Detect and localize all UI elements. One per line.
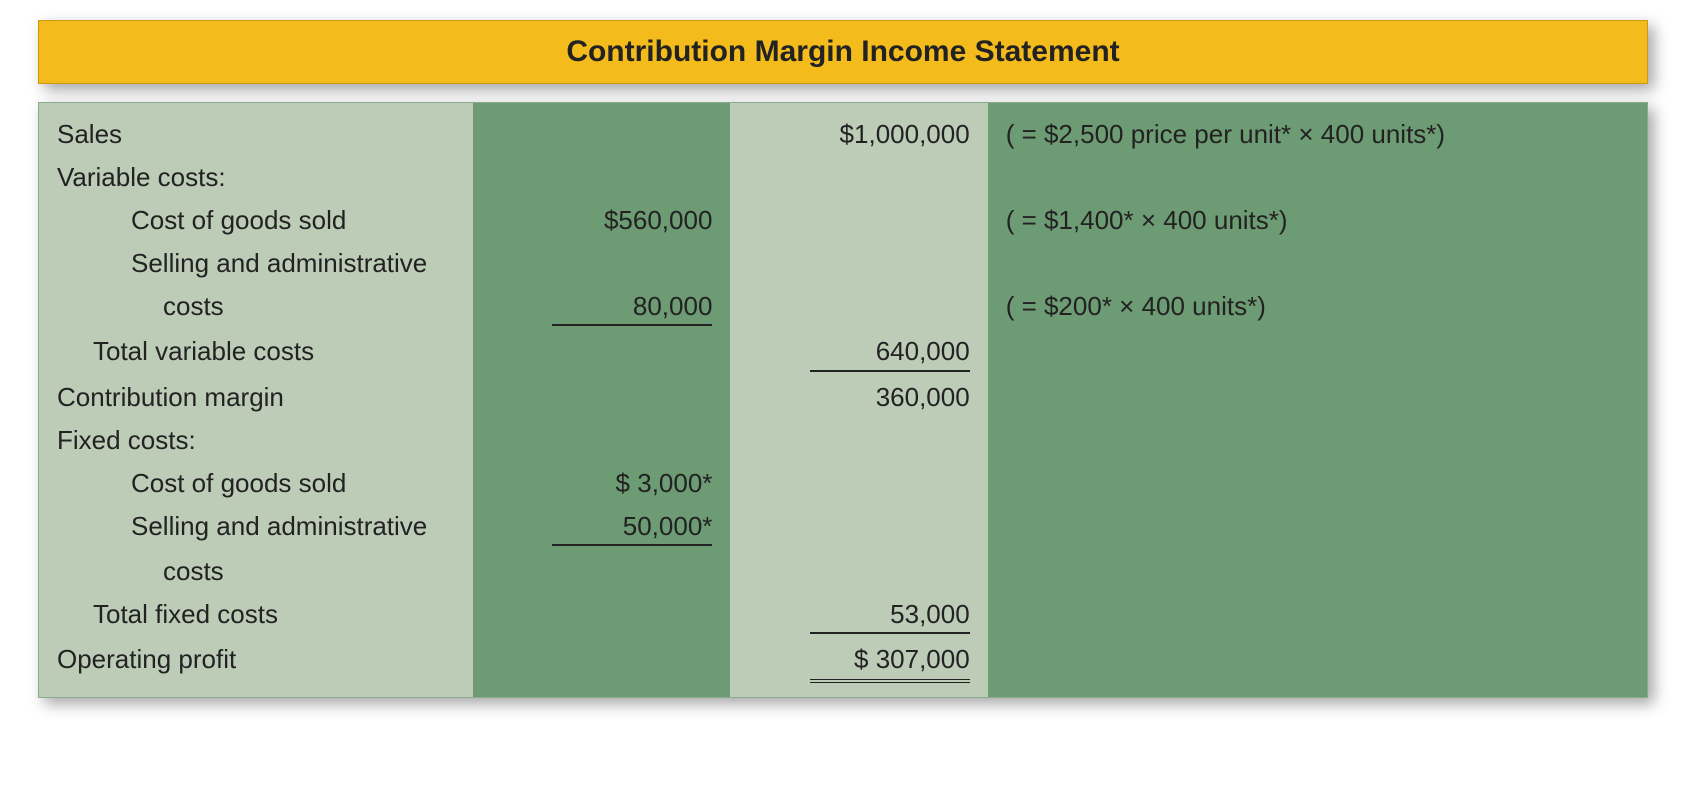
- row-col2: $ 3,000*: [473, 462, 730, 505]
- row-label: costs: [39, 550, 473, 593]
- table-row: Fixed costs:: [39, 419, 1647, 462]
- income-statement-table: Sales $1,000,000 ( = $2,500 price per un…: [39, 103, 1647, 697]
- row-label: Variable costs:: [39, 156, 473, 199]
- row-note: [988, 505, 1647, 550]
- table-row: Contribution margin 360,000: [39, 376, 1647, 419]
- row-col2: [473, 330, 730, 375]
- row-col2: 80,000: [473, 285, 730, 330]
- row-label: Selling and administrative: [39, 242, 473, 285]
- row-label: Contribution margin: [39, 376, 473, 419]
- row-col2: [473, 103, 730, 156]
- row-label: Sales: [39, 103, 473, 156]
- row-label: Cost of goods sold: [39, 199, 473, 242]
- row-col3: [730, 242, 987, 285]
- row-note: [988, 376, 1647, 419]
- row-col3: $1,000,000: [730, 103, 987, 156]
- table-row: Cost of goods sold $560,000 ( = $1,400* …: [39, 199, 1647, 242]
- row-col3: [730, 550, 987, 593]
- row-note: [988, 638, 1647, 697]
- row-col3: 640,000: [730, 330, 987, 375]
- table-row: Selling and administrative: [39, 242, 1647, 285]
- statement-table-wrap: Sales $1,000,000 ( = $2,500 price per un…: [38, 102, 1648, 698]
- header-title: Contribution Margin Income Statement: [566, 35, 1119, 68]
- row-col3: [730, 419, 987, 462]
- row-col2: 50,000*: [473, 505, 730, 550]
- table-row: Total fixed costs 53,000: [39, 593, 1647, 638]
- row-col2: $560,000: [473, 199, 730, 242]
- table-row: costs 80,000 ( = $200* × 400 units*): [39, 285, 1647, 330]
- table-row: Sales $1,000,000 ( = $2,500 price per un…: [39, 103, 1647, 156]
- row-note: ( = $2,500 price per unit* × 400 units*): [988, 103, 1647, 156]
- row-label: costs: [39, 285, 473, 330]
- row-col3: [730, 462, 987, 505]
- row-col3: 53,000: [730, 593, 987, 638]
- row-col2: [473, 638, 730, 697]
- row-col3: [730, 156, 987, 199]
- row-col2: [473, 376, 730, 419]
- row-note: ( = $1,400* × 400 units*): [988, 199, 1647, 242]
- row-col2: [473, 550, 730, 593]
- row-label: Cost of goods sold: [39, 462, 473, 505]
- row-col2: [473, 419, 730, 462]
- row-label: Total variable costs: [39, 330, 473, 375]
- table-row: Selling and administrative 50,000*: [39, 505, 1647, 550]
- row-note: [988, 550, 1647, 593]
- row-col3: $ 307,000: [730, 638, 987, 697]
- row-col3: [730, 285, 987, 330]
- table-row: Cost of goods sold $ 3,000*: [39, 462, 1647, 505]
- row-label: Selling and administrative: [39, 505, 473, 550]
- row-col2: [473, 593, 730, 638]
- row-label: Total fixed costs: [39, 593, 473, 638]
- table-row: Total variable costs 640,000: [39, 330, 1647, 375]
- row-col3: [730, 505, 987, 550]
- row-note: [988, 156, 1647, 199]
- table-row: costs: [39, 550, 1647, 593]
- row-note: [988, 242, 1647, 285]
- row-note: [988, 330, 1647, 375]
- row-label: Operating profit: [39, 638, 473, 697]
- row-note: [988, 593, 1647, 638]
- row-note: [988, 419, 1647, 462]
- row-note: ( = $200* × 400 units*): [988, 285, 1647, 330]
- row-col2: [473, 242, 730, 285]
- table-row: Variable costs:: [39, 156, 1647, 199]
- row-col2: [473, 156, 730, 199]
- header-title-bar: Contribution Margin Income Statement: [38, 20, 1648, 84]
- row-col3: 360,000: [730, 376, 987, 419]
- row-label: Fixed costs:: [39, 419, 473, 462]
- row-col3: [730, 199, 987, 242]
- table-row: Operating profit $ 307,000: [39, 638, 1647, 697]
- row-note: [988, 462, 1647, 505]
